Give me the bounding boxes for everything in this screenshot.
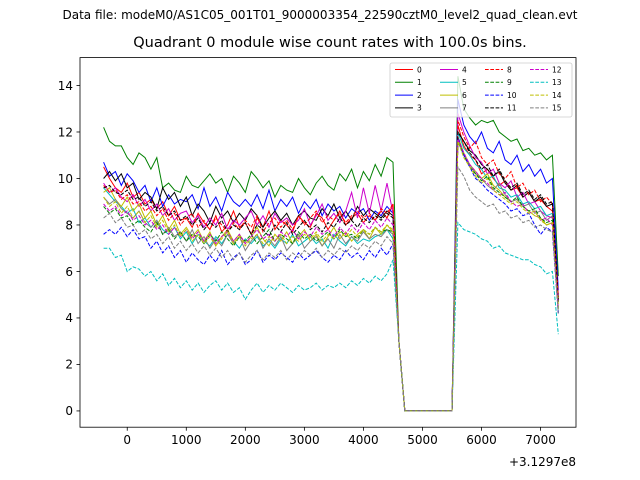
series-line-14 — [103, 141, 559, 412]
x-tick-label: 4000 — [348, 433, 379, 447]
x-tick-label: 0 — [123, 433, 131, 447]
legend-label-15: 15 — [552, 104, 562, 113]
series-line-13 — [103, 221, 559, 412]
legend-label-1: 1 — [417, 78, 422, 87]
x-axis: 0 1000 2000 3000 4000 5000 6000 7000 — [123, 427, 556, 447]
series-line-4 — [103, 113, 559, 412]
legend-label-11: 11 — [507, 104, 517, 113]
series-line-0 — [103, 124, 559, 412]
x-tick-label: 2000 — [230, 433, 261, 447]
y-tick-label: 12 — [58, 125, 73, 139]
legend-label-12: 12 — [552, 65, 562, 74]
series-line-2 — [103, 99, 559, 412]
data-file-suptitle: Data file: modeM0/AS1C05_001T01_90000033… — [62, 8, 578, 22]
y-tick-label: 2 — [65, 358, 73, 372]
y-tick-label: 8 — [65, 218, 73, 232]
series-line-9 — [103, 141, 559, 412]
legend-label-4: 4 — [462, 65, 467, 74]
x-tick-label: 3000 — [289, 433, 320, 447]
legend-label-6: 6 — [462, 91, 467, 100]
legend-label-10: 10 — [507, 91, 517, 100]
legend-label-8: 8 — [507, 65, 512, 74]
y-tick-label: 6 — [65, 265, 73, 279]
series-group — [103, 76, 559, 412]
legend-label-0: 0 — [417, 65, 422, 74]
series-line-8 — [103, 120, 559, 412]
legend-label-5: 5 — [462, 78, 467, 87]
legend-label-13: 13 — [552, 78, 562, 87]
legend-label-3: 3 — [417, 104, 422, 113]
x-offset-text: +3.1297e8 — [509, 455, 576, 469]
x-tick-label: 1000 — [171, 433, 202, 447]
legend-label-2: 2 — [417, 91, 422, 100]
series-line-15 — [103, 165, 559, 412]
legend-label-9: 9 — [507, 78, 512, 87]
series-line-3 — [103, 130, 559, 412]
legend-frame — [389, 62, 573, 118]
y-tick-label: 0 — [65, 404, 73, 418]
chart-title: Quadrant 0 module wise count rates with … — [133, 35, 527, 51]
legend-label-14: 14 — [552, 91, 562, 100]
series-line-5 — [103, 131, 559, 412]
series-line-1 — [103, 76, 559, 412]
series-line-11 — [103, 130, 559, 412]
y-tick-label: 14 — [58, 79, 73, 93]
x-tick-label: 7000 — [525, 433, 556, 447]
x-tick-label: 6000 — [466, 433, 497, 447]
x-tick-label: 5000 — [407, 433, 438, 447]
y-tick-label: 4 — [65, 311, 73, 325]
legend-label-7: 7 — [462, 104, 467, 113]
y-tick-label: 10 — [58, 172, 73, 186]
series-line-6 — [103, 136, 559, 412]
axes-frame — [79, 57, 577, 428]
y-axis: 0 2 4 6 8 10 12 14 — [58, 79, 80, 418]
